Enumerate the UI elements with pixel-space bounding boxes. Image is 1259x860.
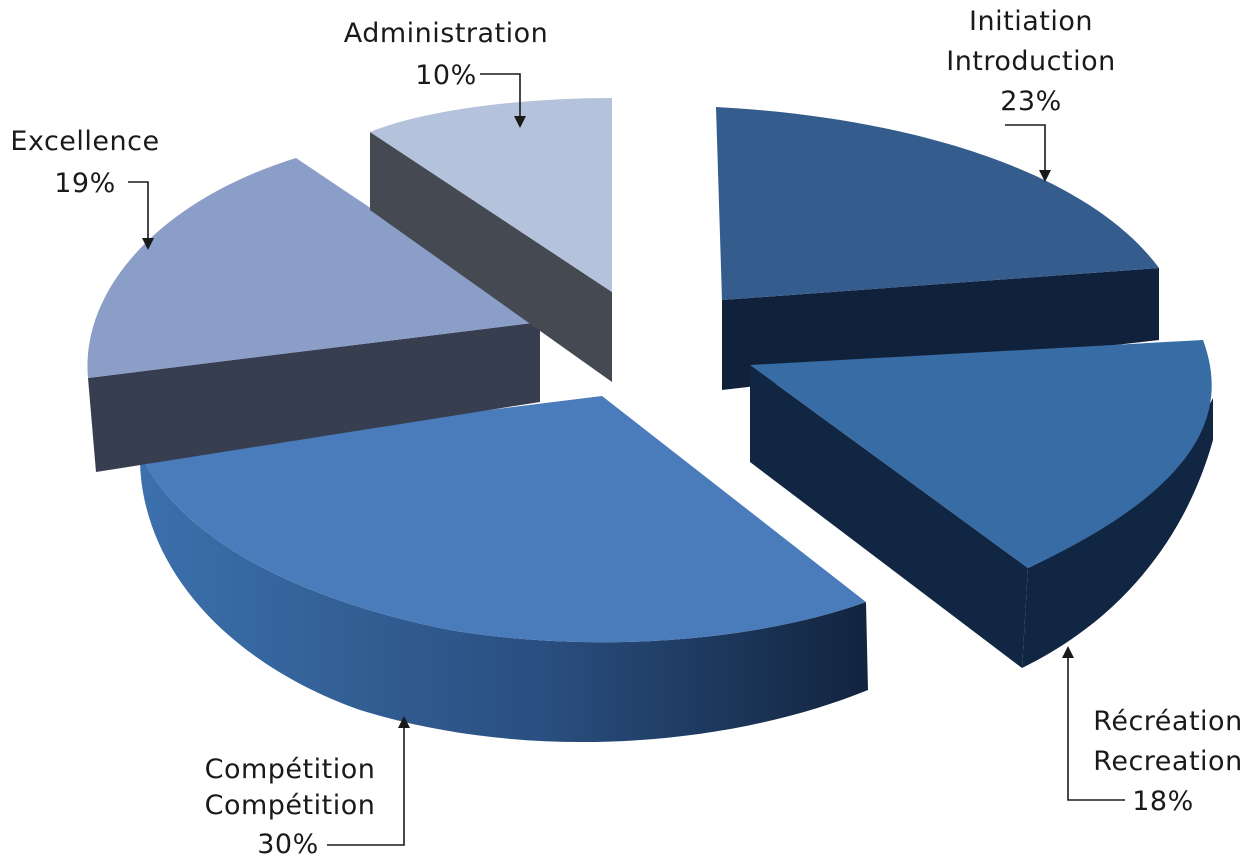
slice-label-excellence: Excellence 19% <box>10 126 159 250</box>
arrow-head-icon <box>514 116 526 128</box>
leader-line <box>1067 654 1125 801</box>
pie-slice-recreation <box>750 340 1213 668</box>
pie-slice-excellence <box>87 158 540 472</box>
label-value: 19% <box>54 168 116 199</box>
label-line: Introduction <box>946 46 1116 77</box>
slice-label-competition: Compétition Compétition 30% <box>205 716 410 860</box>
label-line: Administration <box>344 18 549 49</box>
label-value: 30% <box>257 829 319 860</box>
label-value: 23% <box>1000 86 1062 117</box>
arrow-head-icon <box>142 238 154 250</box>
slice-label-recreation: Récréation Recreation 18% <box>1062 646 1242 817</box>
slice-label-initiation: Initiation Introduction 23% <box>946 6 1116 182</box>
slice-top <box>370 98 612 292</box>
pie-slice-initiation <box>716 107 1159 390</box>
slice-side <box>1022 398 1213 668</box>
slice-top <box>716 107 1159 300</box>
label-line: Recreation <box>1093 746 1242 777</box>
leader-line <box>1005 124 1046 176</box>
slice-side <box>88 322 540 472</box>
leader-line <box>128 181 149 242</box>
slice-top <box>87 158 540 378</box>
label-line: Excellence <box>10 126 159 157</box>
label-line: Compétition <box>205 754 376 785</box>
label-line: Récréation <box>1093 706 1242 737</box>
label-line: Initiation <box>969 6 1093 37</box>
label-line: Compétition <box>205 790 376 821</box>
slice-label-administration: Administration 10% <box>344 18 549 128</box>
slice-side <box>139 453 869 743</box>
arrow-head-icon <box>1062 646 1074 658</box>
label-value: 18% <box>1132 786 1194 817</box>
arrow-head-icon <box>1039 170 1051 182</box>
pie-slice-competition <box>139 396 869 743</box>
slice-top <box>140 396 866 643</box>
pie-slice-administration <box>370 98 612 382</box>
arrow-head-icon <box>398 716 410 728</box>
slice-side <box>750 365 1028 668</box>
slice-side <box>722 268 1159 390</box>
leader-line <box>480 73 521 120</box>
slice-side <box>370 132 612 382</box>
slice-top <box>750 340 1212 568</box>
leader-line <box>327 724 405 846</box>
label-value: 10% <box>415 60 477 91</box>
